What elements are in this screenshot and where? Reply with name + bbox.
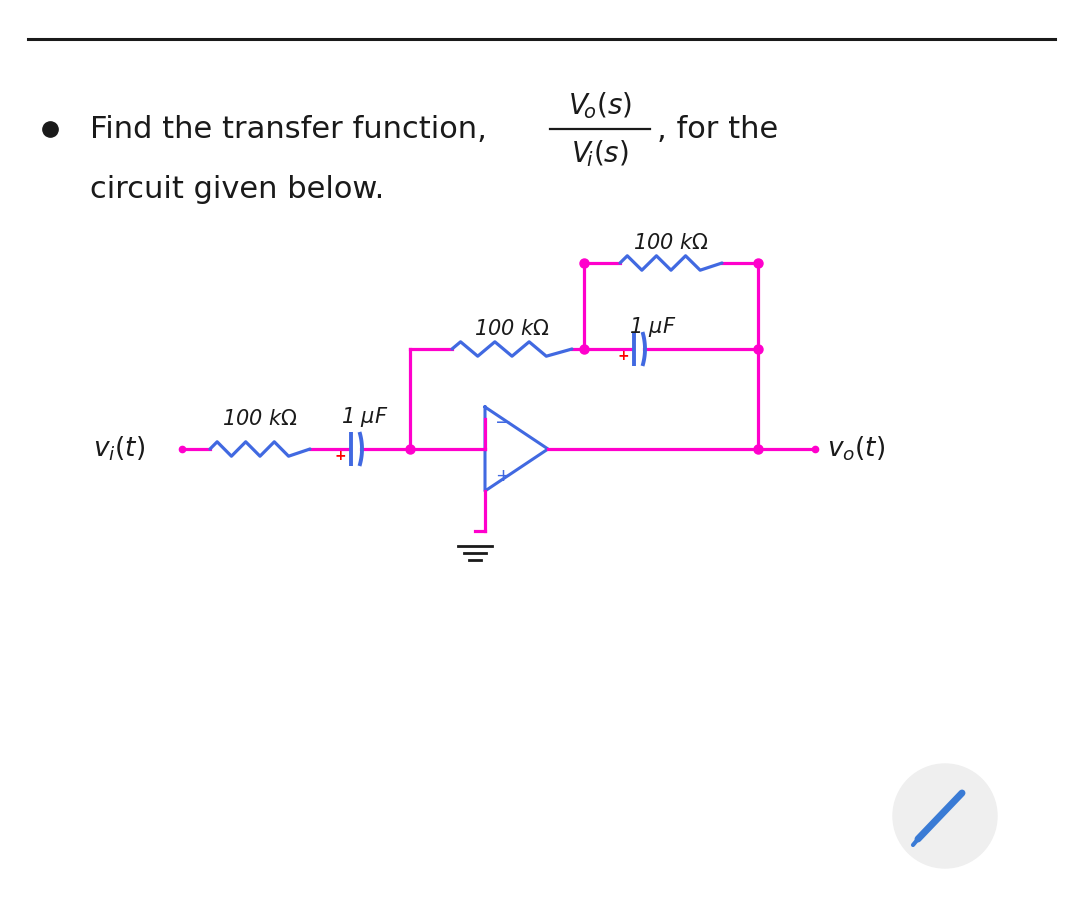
Text: 1 $\mu$F: 1 $\mu$F <box>629 315 677 339</box>
Text: $v_o(t)$: $v_o(t)$ <box>827 435 885 463</box>
Text: $v_i(t)$: $v_i(t)$ <box>93 435 145 463</box>
Text: 100 $k\Omega$: 100 $k\Omega$ <box>633 233 709 253</box>
Text: circuit given below.: circuit given below. <box>90 175 384 204</box>
Text: +: + <box>495 467 510 485</box>
Text: +: + <box>617 349 629 363</box>
Text: −: − <box>495 413 511 432</box>
Circle shape <box>893 764 997 868</box>
Text: , for the: , for the <box>657 114 778 143</box>
Text: Find the transfer function,: Find the transfer function, <box>90 114 487 143</box>
Text: 100 $k\Omega$: 100 $k\Omega$ <box>474 319 550 339</box>
Text: 100 $k\Omega$: 100 $k\Omega$ <box>222 409 298 429</box>
Text: 1 $\mu$F: 1 $\mu$F <box>341 405 388 429</box>
Text: $V_{\!o}(s)$: $V_{\!o}(s)$ <box>568 91 632 122</box>
Text: $V_{\!i}(s)$: $V_{\!i}(s)$ <box>571 139 629 169</box>
Text: +: + <box>334 449 346 463</box>
